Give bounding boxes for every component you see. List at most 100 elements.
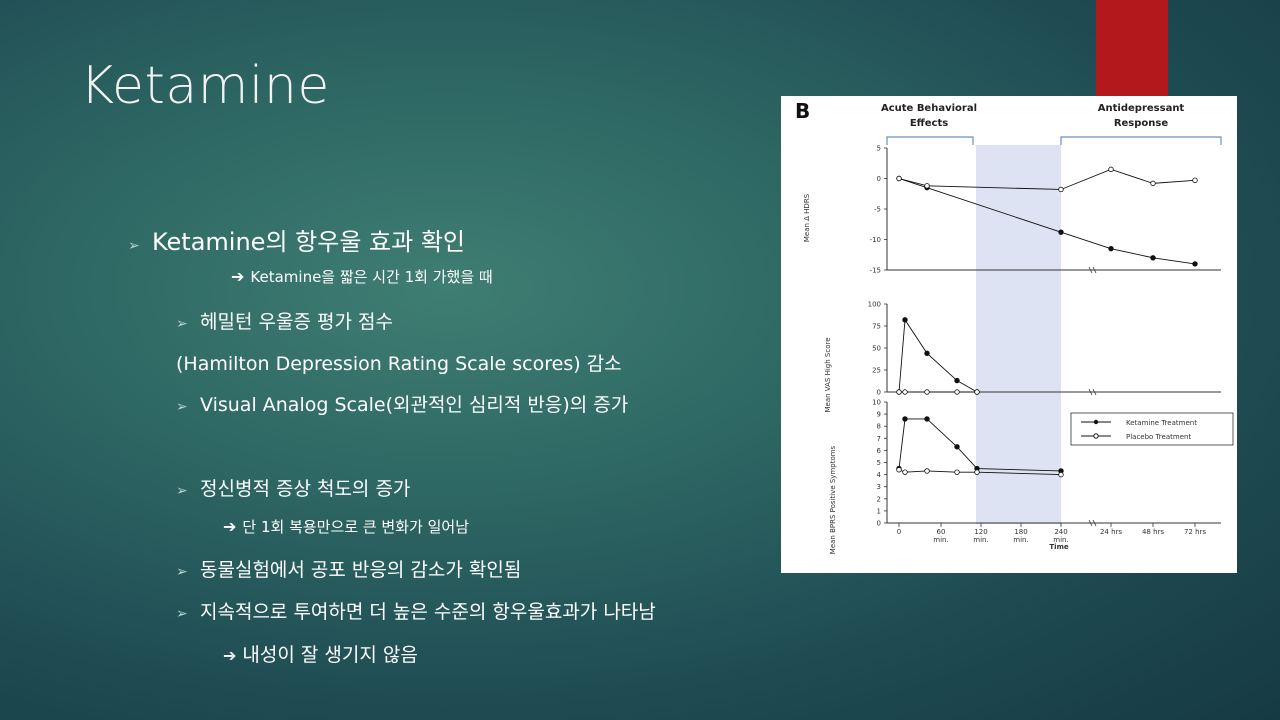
x-tick-label: 0 [897, 528, 901, 536]
header-acute-line2: Effects [910, 118, 948, 129]
bullet-icon: ➢ [176, 564, 188, 580]
axis-break-mark [1088, 388, 1097, 396]
data-point-placebo [902, 469, 908, 475]
bullet-arrow-line: ➔ Ketamine을 짧은 시간 1회 가했을 때 [231, 267, 493, 286]
axis-break-mark [1088, 266, 1097, 274]
bullet-level2: ➢ 동물실험에서 공포 반응의 감소가 확인됨 [176, 559, 522, 581]
data-point-placebo [974, 389, 980, 395]
bullet-icon: ➢ [176, 316, 188, 332]
axis-break-mark [1088, 519, 1097, 527]
bullet-level2: ➢ 정신병적 증상 척도의 증가 [176, 478, 411, 500]
y-tick-label: 0 [877, 175, 881, 183]
bullet-icon: ➢ [176, 606, 188, 622]
header-antidepressant-line1: Antidepressant [1098, 103, 1185, 114]
data-point-ketamine [924, 350, 930, 356]
bullet-level2: ➢ Visual Analog Scale(외관적인 심리적 반응)의 증가 [176, 394, 629, 416]
x-tick-label: 240 [1054, 528, 1067, 536]
y-tick-label: 10 [872, 399, 881, 407]
y-tick-label: 100 [868, 301, 881, 309]
data-point-ketamine [1058, 229, 1064, 235]
legend-ketamine-label: Ketamine Treatment [1126, 419, 1197, 427]
y-tick-label: 8 [877, 423, 881, 431]
y-tick-label: 0 [877, 520, 881, 528]
bullet-icon: ➢ [176, 483, 188, 499]
x-tick-sublabel: min. [1013, 536, 1028, 544]
x-tick-label: 120 [974, 528, 987, 536]
bullet-arrow-line: ➔ 내성이 잘 생기지 않음 [223, 644, 418, 666]
y-tick-label: -10 [870, 236, 881, 244]
x-tick-label: 24 hrs [1100, 528, 1122, 536]
y-tick-label: 9 [877, 411, 881, 419]
x-tick-sublabel: min. [933, 536, 948, 544]
legend: Ketamine Treatment Placebo Treatment [1070, 412, 1234, 446]
y-tick-label: 2 [877, 495, 881, 503]
x-axis-label: Time [1049, 543, 1068, 551]
x-tick-label: 60 [937, 528, 946, 536]
right-arrow-icon: ➔ [223, 517, 237, 536]
series-line-ketamine [898, 318, 978, 393]
slide-title: Ketamine [80, 56, 330, 116]
header-acute-line1: Acute Behavioral [881, 103, 977, 114]
header-antidepressant-line2: Response [1114, 118, 1169, 129]
y-tick-label: -15 [870, 267, 881, 275]
y-tick-label: -5 [874, 206, 881, 214]
data-point-ketamine [954, 444, 960, 450]
bullet-icon: ➢ [128, 238, 140, 254]
y-tick-label: 5 [877, 459, 881, 467]
bullet-icon: ➢ [176, 399, 188, 415]
series-line-ketamine [898, 178, 1196, 265]
series-line-ketamine [898, 418, 1062, 472]
y-tick-label: 4 [877, 471, 882, 479]
y-tick-label: 25 [872, 367, 881, 375]
ketamine-figure: B Acute Behavioral Effects Antidepressan… [795, 99, 1234, 554]
y-tick-label: 0 [877, 389, 881, 397]
x-tick-label: 48 hrs [1142, 528, 1164, 536]
data-point-placebo [924, 389, 930, 395]
y-tick-label: 3 [877, 483, 881, 491]
data-point-placebo [924, 468, 930, 474]
data-point-placebo [1192, 177, 1198, 184]
x-tick-sublabel: min. [973, 536, 988, 544]
legend-marker-ketamine [1093, 419, 1099, 425]
data-point-ketamine [902, 317, 908, 323]
data-point-placebo [954, 469, 960, 475]
ylabel-hdrs: Mean Δ HDRS [803, 193, 811, 242]
data-point-placebo [896, 175, 902, 182]
y-tick-label: 7 [877, 435, 881, 443]
y-tick-label: 6 [877, 447, 882, 455]
right-arrow-icon: ➔ [223, 646, 237, 665]
figure-panel: B Acute Behavioral Effects Antidepressan… [781, 96, 1237, 573]
y-tick-label: 1 [877, 507, 881, 515]
ylabel-bprs: Mean BPRS Positive Symptoms [829, 445, 837, 554]
legend-marker-placebo [1093, 433, 1099, 439]
data-point-placebo [974, 469, 980, 475]
data-point-placebo [1108, 166, 1114, 173]
bracket-antidepressant [1060, 136, 1222, 145]
panel-letter: B [795, 99, 810, 123]
ylabel-vas: Mean VAS High Score [824, 337, 832, 412]
bracket-acute [886, 136, 974, 145]
red-accent-bar [1096, 0, 1168, 96]
data-point-placebo [924, 183, 930, 189]
data-point-ketamine [902, 416, 908, 422]
data-point-ketamine [1192, 261, 1198, 267]
y-tick-label: 5 [877, 145, 881, 153]
acute-window-highlight [976, 145, 1061, 524]
bullet-arrow-line: ➔ 단 1회 복용만으로 큰 변화가 일어남 [223, 517, 469, 536]
x-tick-sublabel: min. [1053, 536, 1068, 544]
x-tick-label: 180 [1014, 528, 1027, 536]
data-point-placebo [896, 389, 902, 395]
data-point-ketamine [954, 377, 960, 384]
data-point-placebo [1058, 186, 1064, 193]
bullet-level2: ➢ 헤밀턴 우울증 평가 점수 [176, 311, 393, 333]
data-point-placebo [902, 389, 908, 395]
data-point-placebo [1150, 180, 1156, 187]
bullet-continuation: (Hamilton Depression Rating Scale scores… [176, 353, 622, 375]
bullet-level1: ➢ Ketamine의 항우울 효과 확인 [128, 228, 465, 256]
x-tick-label: 72 hrs [1184, 528, 1206, 536]
data-point-ketamine [924, 416, 930, 422]
data-point-placebo [896, 467, 902, 473]
data-point-placebo [1058, 471, 1064, 478]
data-point-ketamine [1108, 245, 1114, 252]
y-tick-label: 50 [872, 345, 881, 353]
